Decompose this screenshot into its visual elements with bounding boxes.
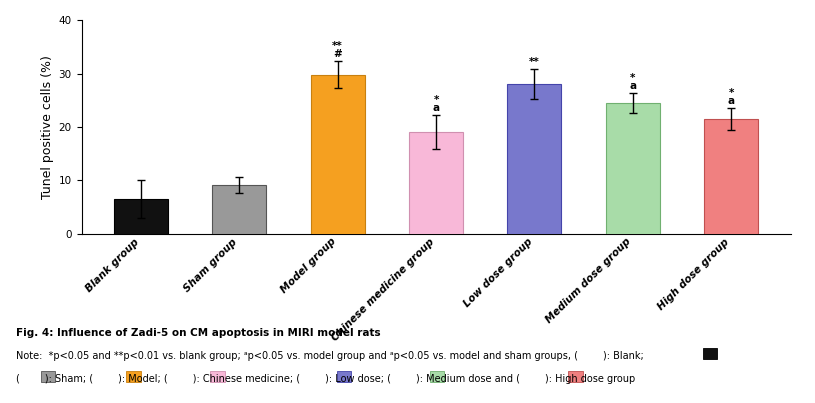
Text: **: ** <box>333 41 343 51</box>
Text: a: a <box>433 103 439 113</box>
Text: *: * <box>434 95 438 104</box>
Text: Fig. 4: Influence of Zadi-5 on CM apoptosis in MIRI model rats: Fig. 4: Influence of Zadi-5 on CM apopto… <box>16 328 381 339</box>
Text: *: * <box>729 87 734 98</box>
Bar <box>606 103 660 234</box>
Text: (        ): Sham; (        ): Model; (        ): Chinese medicine; (        ): L: ( ): Sham; ( ): Model; ( ): Chinese medi… <box>16 374 636 384</box>
Bar <box>114 199 168 234</box>
Bar <box>311 75 364 234</box>
Bar <box>508 84 562 234</box>
Bar <box>704 119 758 234</box>
Bar <box>212 185 267 234</box>
Text: #: # <box>333 49 342 59</box>
Text: a: a <box>728 96 735 106</box>
Text: **: ** <box>529 57 540 67</box>
Bar <box>409 132 463 234</box>
Text: *: * <box>630 73 636 83</box>
Text: a: a <box>629 81 637 91</box>
Text: Note:  *p<0.05 and **p<0.01 vs. blank group; ᵃp<0.05 vs. model group and ᵃp<0.05: Note: *p<0.05 and **p<0.01 vs. blank gro… <box>16 351 644 361</box>
Y-axis label: Tunel positive cells (%): Tunel positive cells (%) <box>42 55 55 199</box>
